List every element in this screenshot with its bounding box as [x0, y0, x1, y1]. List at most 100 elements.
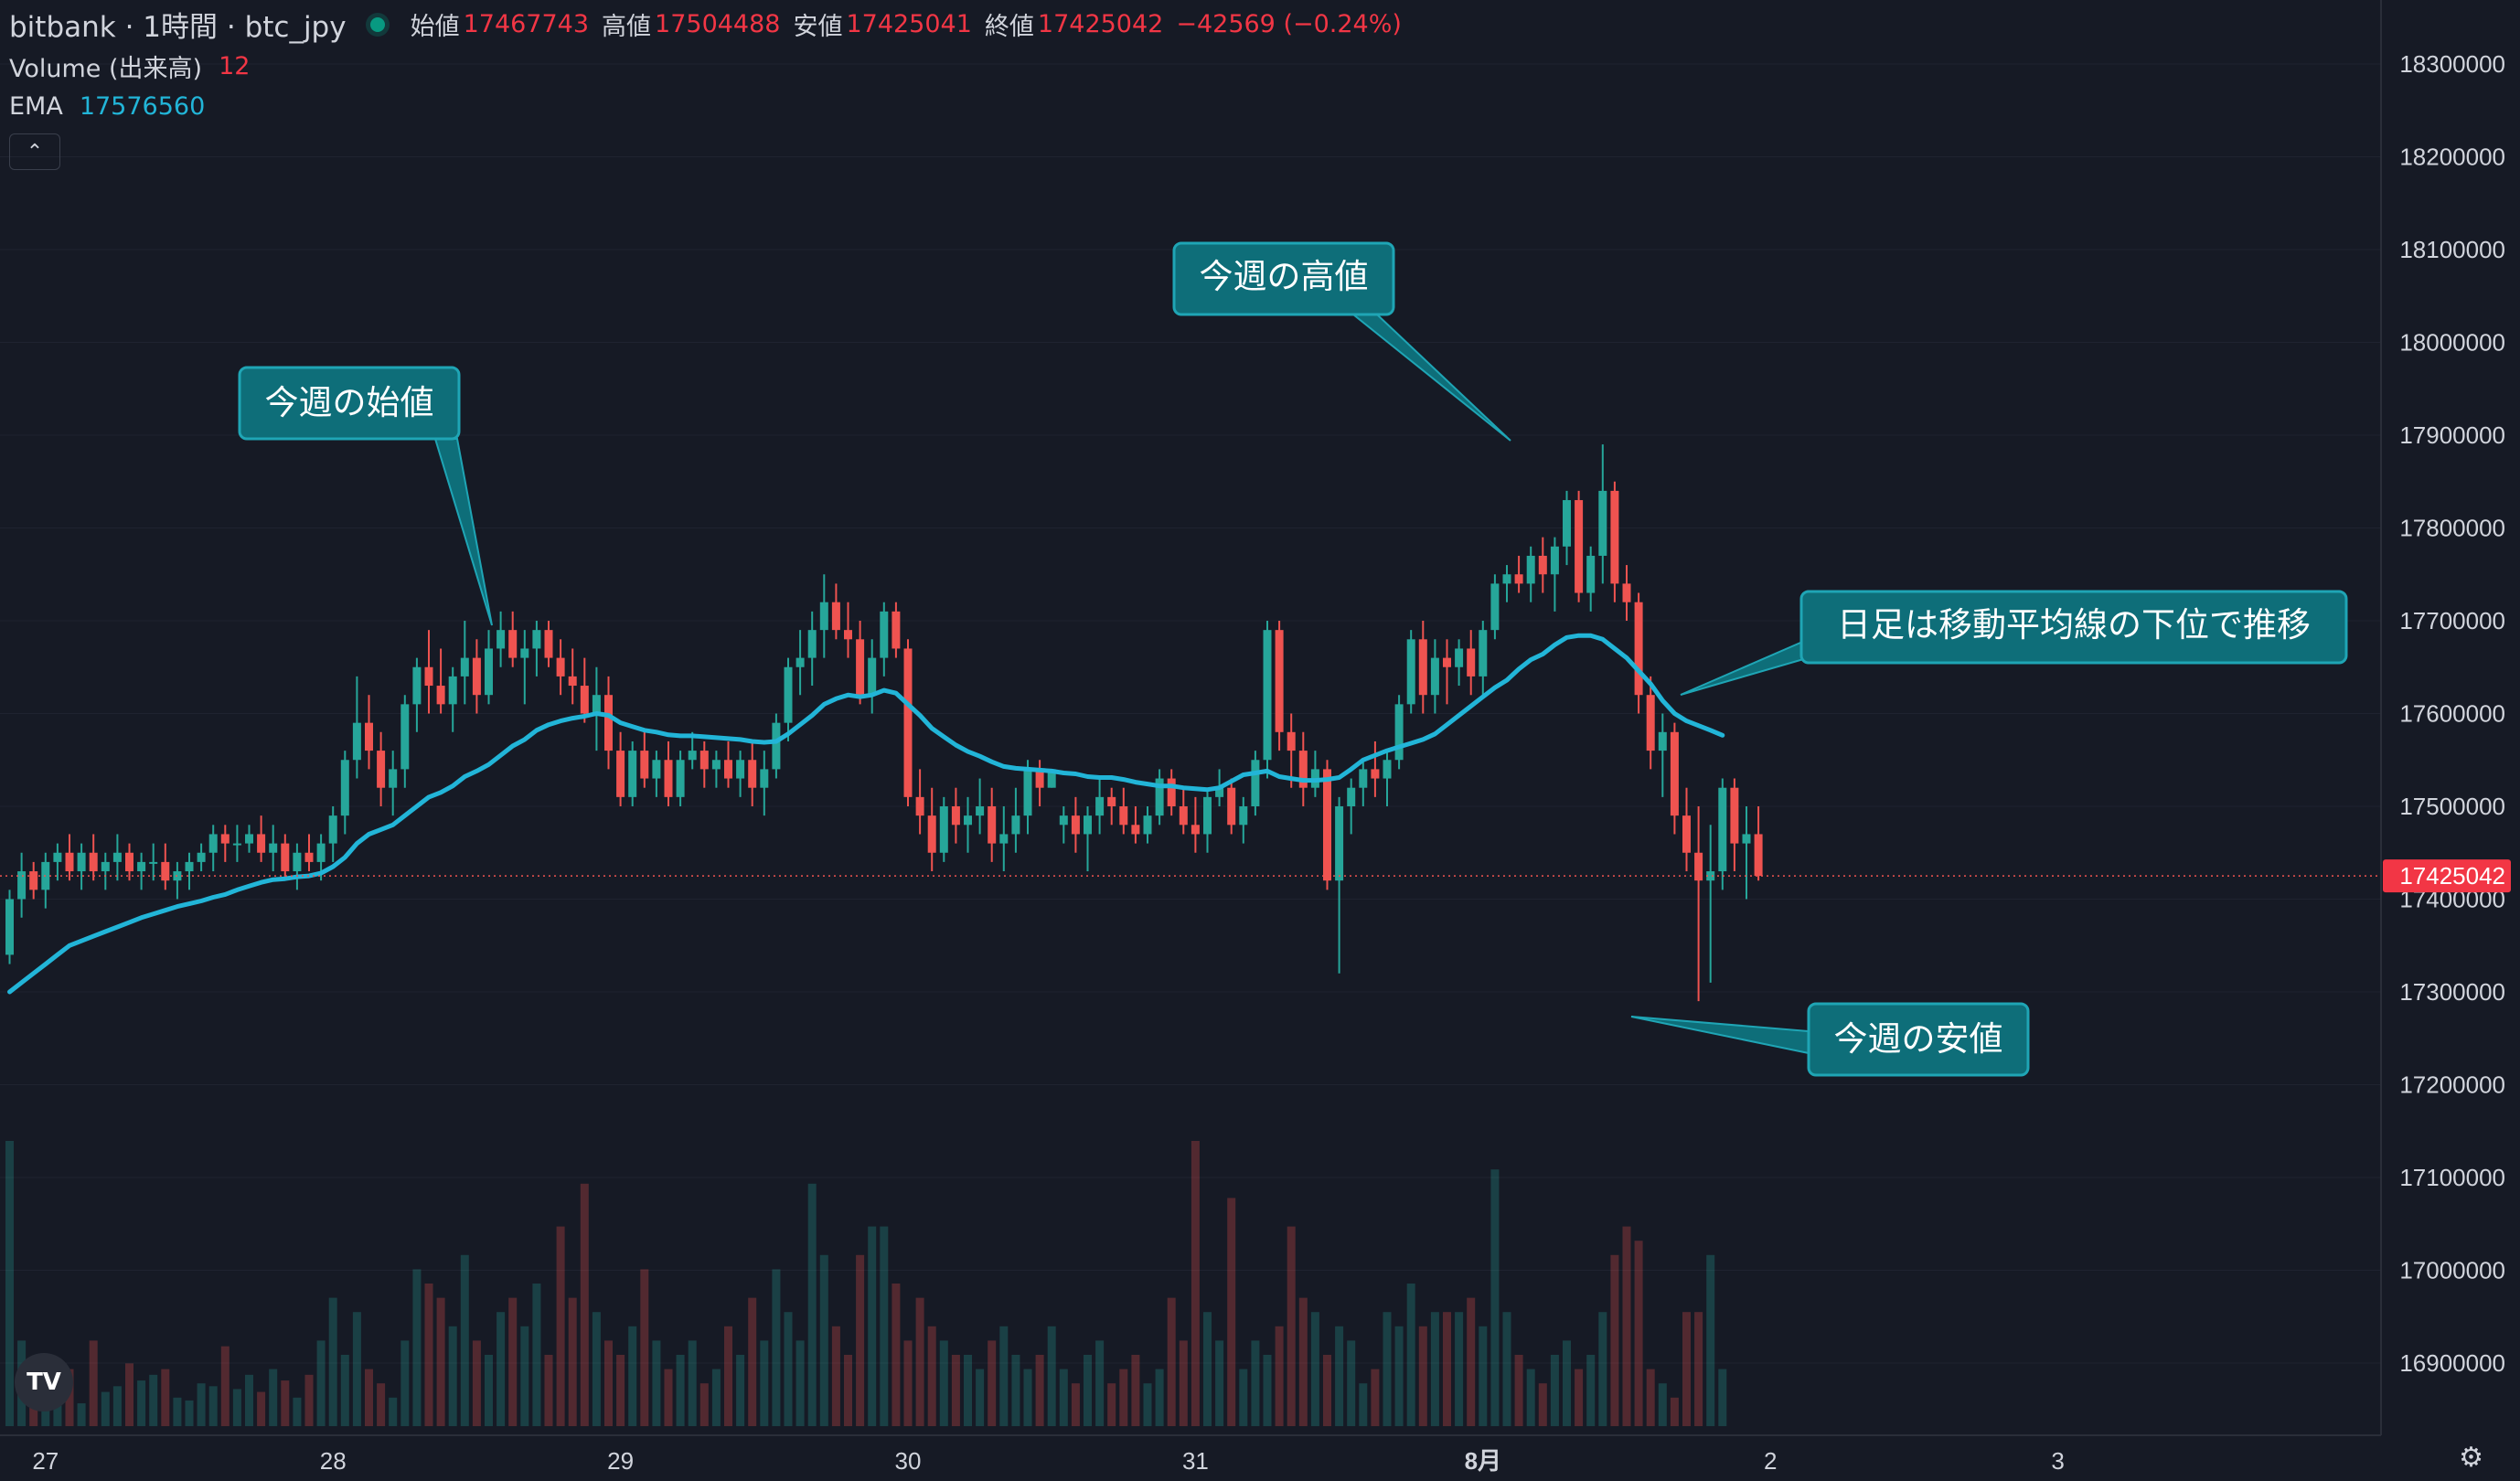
callout-week-high: 今週の高値 — [1172, 241, 1511, 442]
candle-body — [1119, 806, 1128, 826]
volume-bar — [1143, 1383, 1152, 1426]
volume-bar — [640, 1269, 649, 1426]
candle-body — [1502, 574, 1511, 584]
candle-body — [676, 760, 685, 797]
volume-bar — [1167, 1297, 1176, 1426]
candle-body — [1538, 555, 1547, 575]
candle-body — [819, 602, 828, 631]
volume-bar — [676, 1355, 685, 1426]
tradingview-logo-icon[interactable]: TV — [15, 1353, 73, 1412]
volume-bar — [939, 1340, 948, 1426]
callout-box — [1807, 1002, 2030, 1077]
candle-body — [807, 630, 817, 658]
candle-body — [208, 834, 218, 853]
volume-bar — [711, 1369, 721, 1426]
candle-body — [628, 751, 637, 797]
candle-body — [137, 861, 146, 872]
candle-body — [1694, 852, 1703, 881]
candle-body — [1263, 630, 1272, 761]
volume-bar — [1071, 1383, 1080, 1426]
volume-bar — [664, 1369, 673, 1426]
time-tick-label: 31 — [1182, 1447, 1209, 1475]
volume-bar — [412, 1269, 422, 1426]
candle-body — [1742, 834, 1751, 844]
volume-bar — [257, 1391, 266, 1426]
volume-bar — [232, 1389, 241, 1426]
candle-body — [1443, 657, 1451, 667]
candle-body — [389, 769, 398, 788]
candle-body — [161, 861, 170, 881]
volume-bar — [1119, 1369, 1128, 1426]
volume-bar — [125, 1363, 133, 1426]
candle-body — [1730, 787, 1739, 844]
ema-legend[interactable]: EMA 17576560 — [9, 92, 205, 121]
volume-bar — [880, 1226, 889, 1426]
candle-body — [149, 861, 158, 864]
candle-body — [580, 686, 589, 714]
candle-body — [328, 815, 337, 844]
candle-body — [616, 751, 625, 797]
volume-bar — [951, 1355, 960, 1426]
volume-bar — [772, 1269, 781, 1426]
volume-bar — [1502, 1312, 1511, 1426]
candle-body — [1227, 787, 1236, 826]
candle-body — [1251, 760, 1260, 806]
callout-box — [238, 366, 461, 441]
volume-bar — [137, 1380, 146, 1426]
candle-body — [532, 630, 541, 649]
high-label: 高値 — [602, 13, 652, 41]
callout-text: 今週の高値 — [1200, 257, 1369, 296]
volume-bar — [197, 1383, 206, 1426]
candle-body — [903, 648, 913, 797]
volume-bar — [1526, 1369, 1535, 1426]
price-tick-label: 18100000 — [2399, 236, 2505, 263]
volume-bar — [1107, 1383, 1116, 1426]
candle-body — [831, 602, 840, 631]
candle-body — [1095, 796, 1105, 816]
candle-body — [1490, 583, 1500, 631]
volume-bar — [448, 1326, 457, 1426]
callout-box — [1799, 590, 2348, 665]
volume-bar — [245, 1374, 253, 1426]
time-axis[interactable]: 27 28 29 30 31 8月 2 3 — [32, 1447, 2064, 1475]
candle-body — [856, 639, 865, 696]
candle-body — [1143, 815, 1152, 835]
volume-bar — [316, 1340, 326, 1426]
candle-body — [1191, 825, 1200, 835]
volume-bar — [365, 1369, 373, 1426]
callout-text: 日足は移動平均線の下位で推移 — [1837, 605, 2311, 645]
volume-bar — [1443, 1312, 1451, 1426]
volume-bar — [1323, 1355, 1331, 1426]
volume-bar — [856, 1254, 865, 1426]
candle-body — [1563, 500, 1571, 547]
candle-body — [220, 834, 230, 844]
volume-bar — [1418, 1326, 1427, 1426]
ema-line — [7, 633, 1725, 995]
chevron-up-icon[interactable]: ⌃ — [9, 133, 60, 170]
price-axis[interactable]: 18300000 18200000 18100000 18000000 17900000… — [2383, 50, 2511, 1377]
volume-bar — [1263, 1355, 1272, 1426]
candle-body — [699, 751, 709, 770]
volume-bar — [173, 1397, 182, 1426]
callout-text: 今週の始値 — [265, 383, 434, 422]
volume-bar — [532, 1284, 541, 1426]
price-tick-label: 16900000 — [2399, 1349, 2505, 1377]
candle-body — [365, 722, 373, 751]
candle-body — [664, 760, 673, 797]
symbol-title[interactable]: bitbank · 1時間 · btc_jpy — [9, 11, 347, 44]
volume-bar — [628, 1326, 637, 1426]
volume-bars — [5, 1141, 1727, 1426]
volume-bar — [424, 1284, 433, 1426]
volume-bar — [497, 1312, 506, 1426]
candle-body — [736, 760, 745, 779]
volume-bar — [77, 1403, 86, 1426]
gear-icon[interactable]: ⚙ — [2459, 1442, 2483, 1474]
candle-body — [112, 852, 122, 862]
volume-bar — [1455, 1312, 1464, 1426]
volume-legend[interactable]: Volume (出来高) 12 — [9, 48, 250, 84]
volume-bar — [1347, 1340, 1356, 1426]
volume-bar — [748, 1297, 757, 1426]
candle-body — [1598, 490, 1607, 556]
candle-body — [748, 760, 757, 788]
